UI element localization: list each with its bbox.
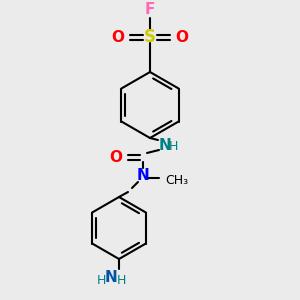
Text: H: H — [168, 140, 178, 154]
Text: CH₃: CH₃ — [165, 175, 188, 188]
Text: O: O — [110, 149, 122, 164]
Text: N: N — [136, 167, 149, 182]
Text: H: H — [96, 274, 106, 287]
Text: F: F — [145, 2, 155, 17]
Text: H: H — [116, 274, 126, 287]
Text: O: O — [176, 29, 188, 44]
Text: S: S — [144, 28, 156, 46]
Text: N: N — [105, 269, 117, 284]
Text: N: N — [159, 137, 171, 152]
Text: O: O — [112, 29, 124, 44]
